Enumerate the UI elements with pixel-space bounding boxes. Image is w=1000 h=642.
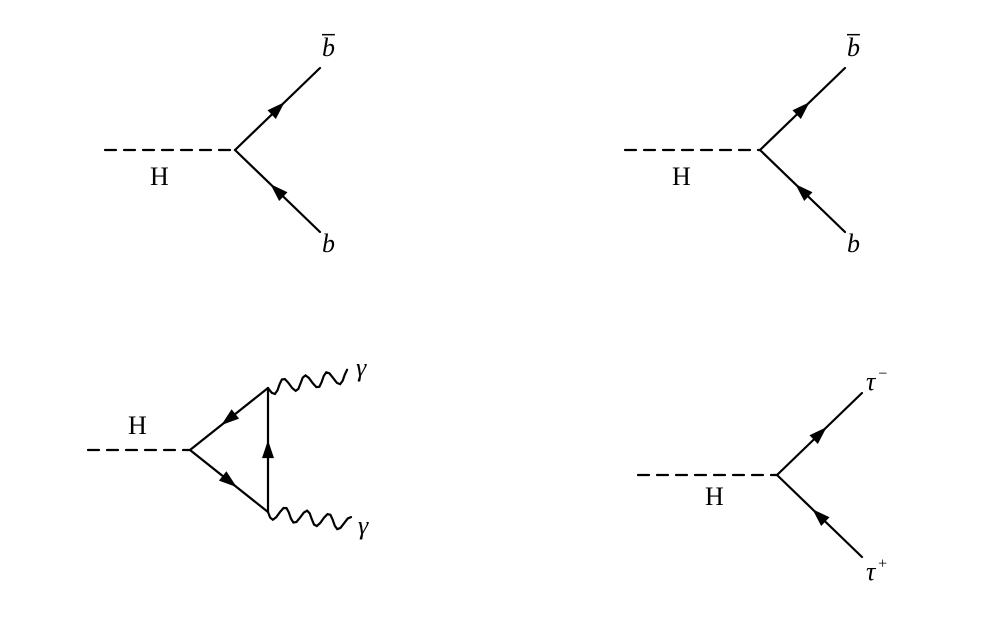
label-bbar: b xyxy=(847,33,860,62)
label-gamma: γ xyxy=(356,353,367,382)
label-tau-minus: τ− xyxy=(866,365,887,396)
label-gamma: γ xyxy=(358,511,369,540)
svg-text:b: b xyxy=(322,33,335,62)
svg-text:γ: γ xyxy=(358,511,369,540)
label-bbar: b xyxy=(322,33,335,62)
label-H: H xyxy=(128,411,147,440)
svg-text:b: b xyxy=(847,229,860,258)
svg-text:H: H xyxy=(672,162,691,191)
svg-text:b: b xyxy=(847,33,860,62)
label-b: b xyxy=(322,229,335,258)
svg-text:τ: τ xyxy=(866,557,877,586)
svg-text:H: H xyxy=(705,482,724,511)
svg-text:−: − xyxy=(878,365,887,382)
svg-text:τ: τ xyxy=(866,367,877,396)
label-b: b xyxy=(847,229,860,258)
svg-text:b: b xyxy=(322,229,335,258)
label-H: H xyxy=(672,162,691,191)
svg-text:H: H xyxy=(150,162,169,191)
label-H: H xyxy=(150,162,169,191)
svg-text:H: H xyxy=(128,411,147,440)
label-H: H xyxy=(705,482,724,511)
label-tau-plus: τ+ xyxy=(866,555,887,586)
svg-text:+: + xyxy=(878,555,887,572)
svg-text:γ: γ xyxy=(356,353,367,382)
